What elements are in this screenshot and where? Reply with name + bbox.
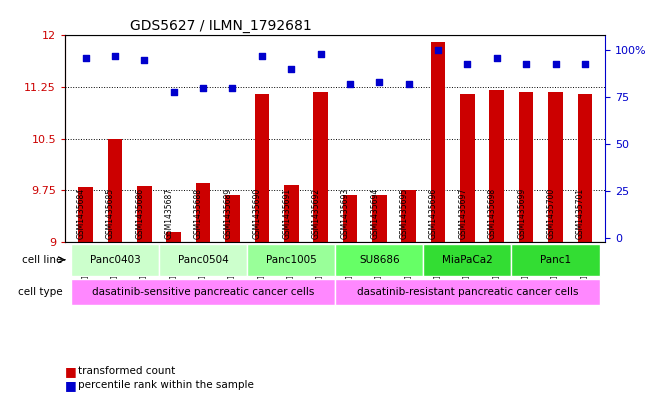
Text: GDS5627 / ILMN_1792681: GDS5627 / ILMN_1792681 — [130, 19, 312, 33]
Text: GSM1435693: GSM1435693 — [346, 244, 354, 295]
Text: GSM1435699: GSM1435699 — [521, 244, 531, 295]
Text: GSM1435695: GSM1435695 — [404, 244, 413, 295]
Bar — [577, 94, 592, 242]
Bar — [342, 195, 357, 242]
Bar — [313, 92, 328, 242]
Text: GSM1435692: GSM1435692 — [316, 244, 325, 295]
Text: dasatinib-resistant pancreatic cancer cells: dasatinib-resistant pancreatic cancer ce… — [357, 287, 578, 297]
Text: GSM1435694: GSM1435694 — [370, 188, 380, 239]
Point — [81, 55, 91, 61]
Point — [139, 57, 150, 63]
Text: percentile rank within the sample: percentile rank within the sample — [78, 380, 254, 390]
Text: GSM1435684: GSM1435684 — [81, 244, 90, 295]
Text: GSM1435684: GSM1435684 — [77, 188, 86, 239]
Bar — [431, 42, 445, 242]
Text: GSM1435691: GSM1435691 — [286, 244, 296, 295]
Bar — [167, 231, 181, 242]
Bar — [196, 184, 210, 242]
Bar — [548, 92, 563, 242]
Text: GSM1435698: GSM1435698 — [492, 244, 501, 295]
FancyBboxPatch shape — [247, 244, 335, 276]
Text: GSM1435697: GSM1435697 — [463, 244, 472, 295]
Text: GSM1435700: GSM1435700 — [546, 188, 555, 239]
Bar — [401, 190, 416, 242]
FancyBboxPatch shape — [335, 244, 423, 276]
Text: GSM1435687: GSM1435687 — [169, 244, 178, 295]
Point — [286, 66, 296, 72]
Point — [521, 61, 531, 67]
Text: GSM1435686: GSM1435686 — [140, 244, 149, 295]
Point — [579, 61, 590, 67]
FancyBboxPatch shape — [423, 244, 512, 276]
Bar — [225, 195, 240, 242]
Text: GSM1435687: GSM1435687 — [165, 188, 174, 239]
Text: transformed count: transformed count — [78, 366, 175, 376]
Text: SU8686: SU8686 — [359, 255, 400, 265]
Text: GSM1435686: GSM1435686 — [135, 188, 145, 239]
Text: GSM1435693: GSM1435693 — [341, 188, 350, 239]
Point — [169, 88, 179, 95]
Text: GSM1435701: GSM1435701 — [581, 244, 589, 295]
Text: Panc1005: Panc1005 — [266, 255, 316, 265]
Text: dasatinib-sensitive pancreatic cancer cells: dasatinib-sensitive pancreatic cancer ce… — [92, 287, 314, 297]
FancyBboxPatch shape — [512, 244, 600, 276]
Bar — [519, 92, 533, 242]
Text: GSM1435699: GSM1435699 — [517, 188, 526, 239]
Bar — [255, 94, 270, 242]
Point — [256, 53, 267, 59]
Text: GSM1435697: GSM1435697 — [458, 188, 467, 239]
FancyBboxPatch shape — [71, 279, 335, 305]
Point — [110, 53, 120, 59]
Bar — [137, 185, 152, 242]
Text: GSM1435691: GSM1435691 — [283, 188, 291, 239]
Text: GSM1435690: GSM1435690 — [257, 244, 266, 295]
Text: GSM1435701: GSM1435701 — [576, 188, 585, 239]
FancyBboxPatch shape — [335, 279, 600, 305]
Point — [550, 61, 561, 67]
Text: Panc0403: Panc0403 — [90, 255, 141, 265]
Text: GSM1435688: GSM1435688 — [199, 244, 208, 295]
Point — [315, 51, 326, 57]
Point — [345, 81, 355, 87]
Point — [227, 85, 238, 91]
Point — [433, 47, 443, 53]
Bar — [107, 139, 122, 242]
Text: cell line: cell line — [22, 255, 62, 265]
Bar — [460, 94, 475, 242]
Text: GSM1435685: GSM1435685 — [106, 188, 115, 239]
Text: GSM1435685: GSM1435685 — [111, 244, 120, 295]
Point — [404, 81, 414, 87]
Point — [492, 55, 502, 61]
Bar — [78, 187, 93, 242]
Text: GSM1435696: GSM1435696 — [434, 244, 443, 295]
Text: cell type: cell type — [18, 287, 62, 297]
Text: GSM1435692: GSM1435692 — [312, 188, 320, 239]
Bar — [284, 185, 299, 242]
Text: GSM1435695: GSM1435695 — [400, 188, 409, 239]
Text: GSM1435688: GSM1435688 — [194, 188, 203, 239]
FancyBboxPatch shape — [159, 244, 247, 276]
Text: GSM1435696: GSM1435696 — [429, 188, 438, 239]
Text: GSM1435700: GSM1435700 — [551, 244, 560, 295]
Point — [198, 85, 208, 91]
Text: MiaPaCa2: MiaPaCa2 — [442, 255, 493, 265]
Text: Panc1: Panc1 — [540, 255, 571, 265]
Bar — [372, 195, 387, 242]
Text: GSM1435698: GSM1435698 — [488, 188, 497, 239]
Text: GSM1435689: GSM1435689 — [223, 188, 232, 239]
Text: GSM1435689: GSM1435689 — [228, 244, 237, 295]
FancyBboxPatch shape — [71, 244, 159, 276]
Text: ■: ■ — [65, 365, 77, 378]
Text: Panc0504: Panc0504 — [178, 255, 229, 265]
Text: ■: ■ — [65, 378, 77, 392]
Point — [462, 61, 473, 67]
Point — [374, 79, 385, 85]
Text: GSM1435694: GSM1435694 — [375, 244, 384, 295]
Text: GSM1435690: GSM1435690 — [253, 188, 262, 239]
Bar — [490, 90, 504, 242]
